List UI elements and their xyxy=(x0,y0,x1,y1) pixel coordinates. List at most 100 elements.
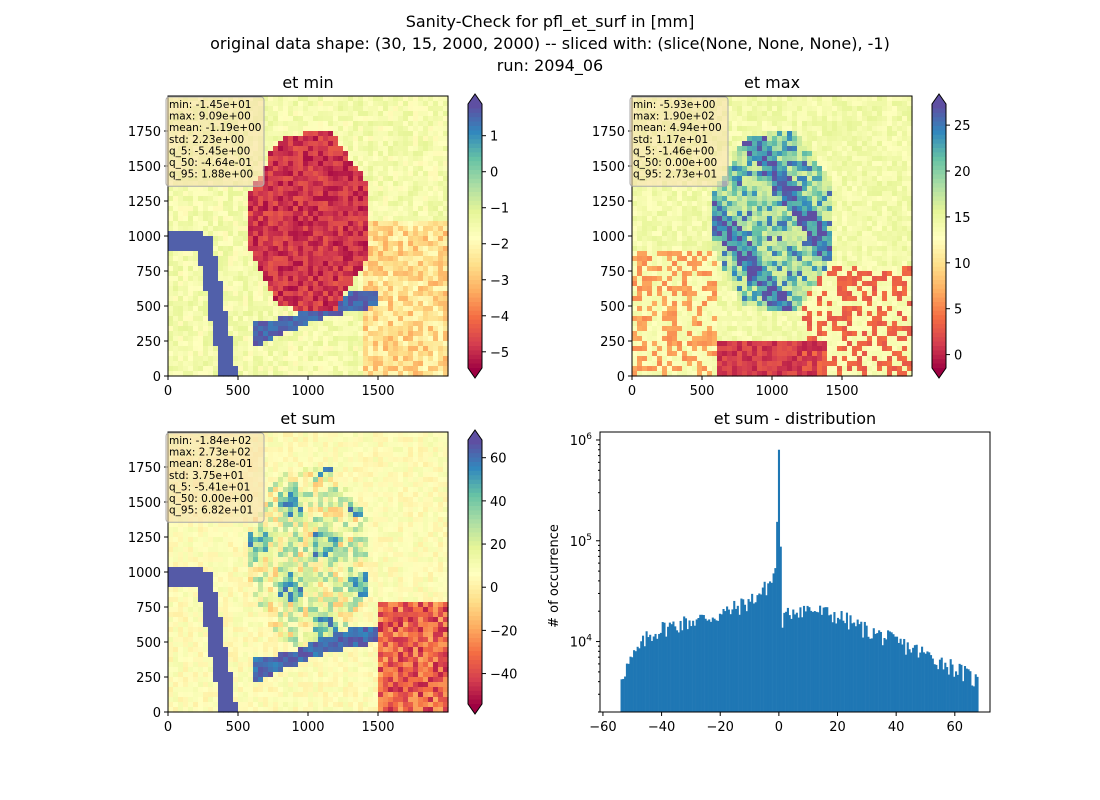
heatmap-cell xyxy=(852,221,858,227)
heatmap-cell xyxy=(727,241,733,247)
heatmap-cell xyxy=(423,276,429,282)
heatmap-cell xyxy=(832,166,838,172)
heatmap-cell xyxy=(642,246,648,252)
heatmap-cell xyxy=(433,361,439,367)
heatmap-cell xyxy=(807,96,813,102)
heatmap-cell xyxy=(842,206,848,212)
heatmap-cell xyxy=(837,226,843,232)
heatmap-cell xyxy=(303,286,309,292)
heatmap-cell xyxy=(802,146,808,152)
heatmap-cell xyxy=(877,246,883,252)
heatmap-cell xyxy=(278,101,284,107)
heatmap-cell xyxy=(737,161,743,167)
heatmap-cell xyxy=(647,246,653,252)
heatmap-cell xyxy=(328,281,334,287)
heatmap-cell xyxy=(258,221,264,227)
heatmap-cell xyxy=(353,116,359,122)
heatmap-cell xyxy=(268,216,274,222)
heatmap-cell xyxy=(193,231,199,237)
heatmap-cell xyxy=(253,276,259,282)
heatmap-cell xyxy=(443,106,449,112)
heatmap-cell xyxy=(298,131,304,137)
heatmap-cell xyxy=(348,211,354,217)
heatmap-cell xyxy=(732,191,738,197)
heatmap-cell xyxy=(223,216,229,222)
heatmap-cell xyxy=(353,131,359,137)
heatmap-cell xyxy=(283,196,289,202)
heatmap-cell xyxy=(353,196,359,202)
heatmap-cell xyxy=(662,231,668,237)
heatmap-cell xyxy=(333,101,339,107)
heatmap-cell xyxy=(727,191,733,197)
heatmap-cell xyxy=(802,221,808,227)
heatmap-cell xyxy=(288,106,294,112)
heatmap-cell xyxy=(308,236,314,242)
heatmap-cell xyxy=(742,106,748,112)
heatmap-cell xyxy=(837,181,843,187)
heatmap-cell xyxy=(293,216,299,222)
heatmap-cell xyxy=(418,121,424,127)
heatmap-cell xyxy=(373,271,379,277)
heatmap-cell xyxy=(762,161,768,167)
heatmap-cell xyxy=(438,196,444,202)
heatmap-cell xyxy=(263,316,269,322)
heatmap-cell xyxy=(797,241,803,247)
heatmap-cell xyxy=(652,196,658,202)
heatmap-cell xyxy=(732,121,738,127)
heatmap-cell xyxy=(378,241,384,247)
heatmap-cell xyxy=(428,351,434,357)
heatmap-cell xyxy=(358,351,364,357)
heatmap-cell xyxy=(737,211,743,217)
heatmap-cell xyxy=(248,206,254,212)
heatmap-cell xyxy=(323,166,329,172)
heatmap-cell xyxy=(418,116,424,122)
heatmap-cell xyxy=(632,246,638,252)
heatmap-cell xyxy=(278,341,284,347)
heatmap-cell xyxy=(393,201,399,207)
heatmap-cell xyxy=(418,131,424,137)
heatmap-cell xyxy=(822,136,828,142)
heatmap-cell xyxy=(428,206,434,212)
heatmap-cell xyxy=(802,136,808,142)
heatmap-cell xyxy=(827,136,833,142)
heatmap-cell xyxy=(298,276,304,282)
heatmap-cell xyxy=(283,221,289,227)
heatmap-cell xyxy=(772,206,778,212)
heatmap-cell xyxy=(837,116,843,122)
heatmap-cell xyxy=(418,206,424,212)
heatmap-cell xyxy=(767,96,773,102)
heatmap-cell xyxy=(398,196,404,202)
heatmap-cell xyxy=(178,326,184,332)
heatmap-cell xyxy=(862,151,868,157)
heatmap-cell xyxy=(213,321,219,327)
heatmap-cell xyxy=(408,336,414,342)
heatmap-cell xyxy=(228,296,234,302)
heatmap-cell xyxy=(363,231,369,237)
heatmap-cell xyxy=(183,266,189,272)
heatmap-cell xyxy=(802,96,808,102)
heatmap-cell xyxy=(288,366,294,372)
heatmap-cell xyxy=(218,251,224,257)
heatmap-cell xyxy=(313,281,319,287)
heatmap-cell xyxy=(308,286,314,292)
heatmap-cell xyxy=(747,136,753,142)
heatmap-cell xyxy=(398,96,404,102)
heatmap-cell xyxy=(782,176,788,182)
heatmap-cell xyxy=(797,146,803,152)
heatmap-cell xyxy=(283,146,289,152)
heatmap-cell xyxy=(263,226,269,232)
heatmap-cell xyxy=(657,191,663,197)
heatmap-cell xyxy=(308,291,314,297)
heatmap-cell xyxy=(423,316,429,322)
heatmap-cell xyxy=(303,101,309,107)
heatmap-cell xyxy=(313,101,319,107)
heatmap-cell xyxy=(233,346,239,352)
heatmap-cell xyxy=(268,191,274,197)
heatmap-cell xyxy=(802,121,808,127)
heatmap-cell xyxy=(767,241,773,247)
heatmap-cell xyxy=(403,241,409,247)
heatmap-cell xyxy=(438,166,444,172)
heatmap-cell xyxy=(692,241,698,247)
heatmap-cell xyxy=(338,106,344,112)
heatmap-cell xyxy=(318,201,324,207)
